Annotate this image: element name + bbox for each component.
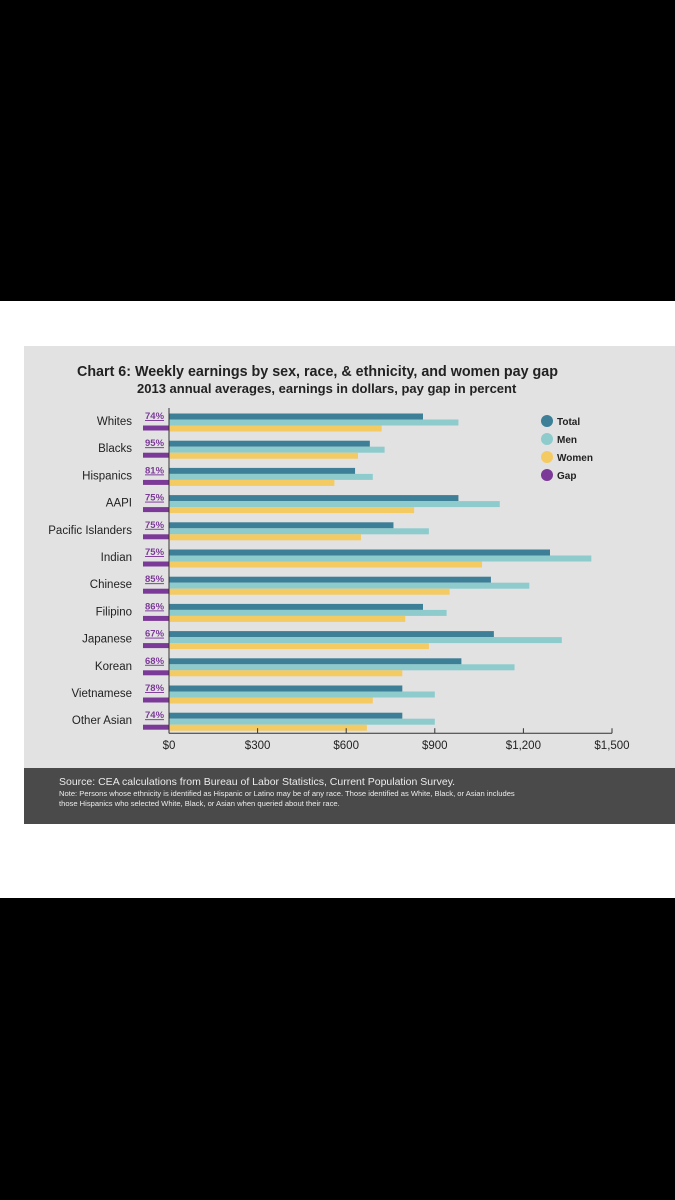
- category-label-chinese: Chinese: [90, 579, 132, 591]
- category-label-korean: Korean: [95, 661, 132, 673]
- gap-marker-pacific-islanders: [143, 534, 169, 540]
- x-tick-label: $300: [245, 740, 271, 752]
- bar-total-other-asian: [169, 712, 403, 719]
- bar-men-blacks: [169, 446, 385, 453]
- x-tick-label: $900: [422, 740, 448, 752]
- gap-marker-vietnamese: [143, 697, 169, 703]
- bar-men-japanese: [169, 637, 562, 644]
- bar-men-chinese: [169, 582, 530, 589]
- bar-men-whites: [169, 419, 459, 426]
- x-axis: $0 $300 $600 $900 $1,200 $1,500: [163, 408, 630, 752]
- category-label-japanese: Japanese: [82, 634, 132, 646]
- category-label-whites: Whites: [97, 416, 132, 428]
- category-label-aapi: AAPI: [106, 498, 132, 510]
- legend-label-gap: Gap: [557, 471, 576, 482]
- bar-total-blacks: [169, 440, 370, 447]
- gap-marker-chinese: [143, 588, 169, 594]
- gap-label-vietnamese: 78%: [145, 683, 165, 694]
- legend-swatch-total: [541, 415, 553, 427]
- gap-marker-filipino: [143, 615, 169, 621]
- bar-women-pacific-islanders: [169, 534, 361, 541]
- legend-swatch-men: [541, 433, 553, 445]
- bar-men-other-asian: [169, 718, 435, 725]
- gap-label-korean: 68%: [145, 656, 165, 667]
- legend-label-women: Women: [557, 453, 593, 464]
- gap-label-chinese: 85%: [145, 574, 165, 585]
- bar-total-vietnamese: [169, 685, 403, 692]
- category-label-filipino: Filipino: [96, 606, 132, 618]
- bar-men-vietnamese: [169, 691, 435, 698]
- legend: Total Men Women Gap: [541, 415, 593, 482]
- gap-marker-korean: [143, 670, 169, 676]
- bar-women-indian: [169, 561, 483, 568]
- bar-women-whites: [169, 425, 382, 432]
- legend-swatch-women: [541, 451, 553, 463]
- legend-label-total: Total: [557, 417, 580, 428]
- chart-subtitle: 2013 annual averages, earnings in dollar…: [137, 381, 517, 396]
- bar-women-hispanics: [169, 479, 335, 486]
- gap-label-pacific-islanders: 75%: [145, 520, 165, 531]
- gap-label-whites: 74%: [145, 411, 165, 422]
- bar-total-aapi: [169, 495, 459, 502]
- category-label-blacks: Blacks: [98, 443, 132, 455]
- bar-men-filipino: [169, 609, 447, 616]
- category-label-vietnamese: Vietnamese: [71, 688, 132, 700]
- x-tick-label: $1,500: [594, 740, 629, 752]
- gap-label-hispanics: 81%: [145, 465, 165, 476]
- bar-men-aapi: [169, 501, 500, 508]
- bar-total-indian: [169, 549, 550, 556]
- gap-marker-whites: [143, 425, 169, 431]
- bar-men-korean: [169, 664, 515, 671]
- gap-label-other-asian: 74%: [145, 710, 165, 721]
- bar-women-japanese: [169, 643, 429, 650]
- gap-marker-aapi: [143, 507, 169, 513]
- bar-total-korean: [169, 658, 462, 665]
- chart-card: Chart 6: Weekly earnings by sex, race, &…: [24, 346, 675, 824]
- bar-total-hispanics: [169, 467, 356, 474]
- x-tick-label: $1,200: [506, 740, 541, 752]
- bar-men-pacific-islanders: [169, 528, 429, 535]
- gap-label-japanese: 67%: [145, 629, 165, 640]
- bar-women-blacks: [169, 452, 359, 459]
- bar-women-vietnamese: [169, 697, 373, 704]
- bar-men-hispanics: [169, 473, 373, 480]
- bar-men-indian: [169, 555, 592, 562]
- category-label-indian: Indian: [101, 552, 132, 564]
- x-tick-label: $600: [333, 740, 359, 752]
- gap-label-blacks: 95%: [145, 438, 165, 449]
- bar-women-other-asian: [169, 724, 367, 731]
- bar-women-filipino: [169, 615, 406, 622]
- bar-total-whites: [169, 413, 423, 420]
- bar-total-chinese: [169, 576, 491, 583]
- gap-marker-japanese: [143, 643, 169, 649]
- bar-women-aapi: [169, 507, 415, 514]
- legend-label-men: Men: [557, 435, 577, 446]
- legend-swatch-gap: [541, 469, 553, 481]
- source-footer: Source: CEA calculations from Bureau of …: [24, 768, 675, 824]
- bar-total-filipino: [169, 603, 423, 610]
- gap-label-aapi: 75%: [145, 493, 165, 504]
- gap-marker-other-asian: [143, 724, 169, 730]
- bar-women-korean: [169, 670, 403, 677]
- note-line-1: Note: Persons whose ethnicity is identif…: [59, 789, 515, 798]
- bars-layer: Whites 74% Blacks 95% Hispanics 81% AAPI 75% Pac…: [48, 411, 592, 731]
- note-line-2: those Hispanics who selected White, Blac…: [59, 799, 340, 808]
- x-tick-label: $0: [163, 740, 176, 752]
- chart-plot: Chart 6: Weekly earnings by sex, race, &…: [48, 364, 630, 752]
- category-label-pacific-islanders: Pacific Islanders: [48, 525, 132, 537]
- gap-label-indian: 75%: [145, 547, 165, 558]
- bar-total-japanese: [169, 631, 494, 638]
- gap-label-filipino: 86%: [145, 601, 165, 612]
- category-label-hispanics: Hispanics: [82, 470, 132, 482]
- source-text: Source: CEA calculations from Bureau of …: [59, 776, 456, 788]
- gap-marker-blacks: [143, 452, 169, 458]
- bar-total-pacific-islanders: [169, 522, 394, 529]
- bar-women-chinese: [169, 588, 450, 595]
- chart-title: Chart 6: Weekly earnings by sex, race, &…: [77, 364, 558, 380]
- gap-marker-indian: [143, 561, 169, 567]
- gap-marker-hispanics: [143, 479, 169, 485]
- category-label-other-asian: Other Asian: [72, 715, 132, 727]
